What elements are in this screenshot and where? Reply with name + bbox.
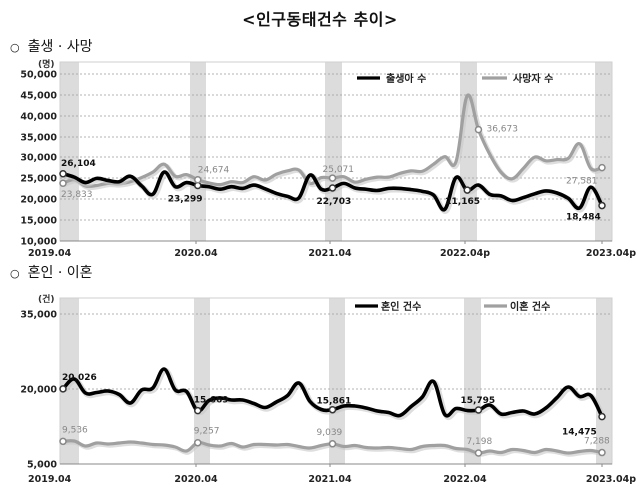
data-label: 20,026 xyxy=(62,373,97,383)
data-point-marker xyxy=(59,170,67,178)
y-tick-label: 20,000 xyxy=(20,385,57,396)
x-tick-label: 2022.04 xyxy=(443,474,487,485)
legend-label: 출생아 수 xyxy=(386,72,426,85)
data-point-marker xyxy=(598,163,606,172)
data-label: 9,257 xyxy=(194,427,220,437)
page-title: <인구동태건수 추이> xyxy=(242,10,398,29)
y-tick-label: 35,000 xyxy=(20,310,57,321)
y-tick-label: 35,000 xyxy=(20,133,57,144)
data-point-marker xyxy=(194,438,202,447)
data-point-marker xyxy=(59,385,67,393)
data-label: 24,674 xyxy=(198,166,230,176)
data-point-marker xyxy=(194,406,202,415)
section-label: 혼인 · 이혼 xyxy=(27,265,93,281)
highlight-band xyxy=(190,62,206,241)
highlight-band xyxy=(596,298,612,464)
data-point-marker xyxy=(474,125,483,134)
data-label: 15,669 xyxy=(194,396,229,406)
data-point-marker xyxy=(598,448,606,457)
data-point-marker xyxy=(328,440,337,448)
data-label: 23,833 xyxy=(61,190,93,200)
highlight-band xyxy=(329,298,345,464)
data-label: 27,581 xyxy=(566,177,598,187)
y-tick-label: 25,000 xyxy=(20,174,57,185)
data-point-marker xyxy=(474,406,483,414)
y-tick-label: 15,000 xyxy=(20,216,57,227)
circle-bullet-icon: ○ xyxy=(10,267,20,280)
data-point-marker xyxy=(598,201,606,210)
marriage-divorce-chart: 35,000 20,000 5,000 (건) 2019.04 2020.04 2021.0… xyxy=(20,293,636,485)
section-heading-birth-death: ○ 출생 · 사망 xyxy=(10,36,92,56)
data-point-marker xyxy=(328,174,337,182)
data-label: 9,536 xyxy=(62,425,88,435)
data-label: 18,484 xyxy=(566,213,601,223)
data-label: 25,071 xyxy=(323,165,355,175)
data-label: 22,703 xyxy=(317,197,352,207)
x-tick-label: 2023.04p xyxy=(586,474,636,485)
highlight-band xyxy=(464,298,481,464)
x-tick-label: 2023.04p xyxy=(586,248,636,259)
data-label: 36,673 xyxy=(486,125,517,135)
data-label: 7,198 xyxy=(466,437,492,447)
data-label: 15,795 xyxy=(460,396,495,406)
highlight-band xyxy=(194,298,210,464)
data-point-marker xyxy=(328,405,337,414)
circle-bullet-icon: ○ xyxy=(10,41,20,54)
x-tick-label: 2021.04 xyxy=(308,474,352,485)
data-label: 14,475 xyxy=(562,428,597,438)
highlight-band xyxy=(325,62,342,241)
y-tick-label: 30,000 xyxy=(20,153,57,164)
y-tick-label: 10,000 xyxy=(20,237,57,248)
data-point-marker xyxy=(328,184,337,192)
data-point-marker xyxy=(59,437,67,446)
data-point-marker xyxy=(59,179,67,187)
data-point-marker xyxy=(194,175,202,184)
data-point-marker xyxy=(474,449,483,457)
x-tick-label: 2022.04p xyxy=(440,248,490,259)
birth-death-chart: 50,000 45,000 40,000 35,000 30,000 25,000 20,0… xyxy=(20,58,636,259)
y-tick-label: 50,000 xyxy=(20,70,57,81)
data-point-marker xyxy=(598,412,606,421)
section-label: 출생 · 사망 xyxy=(27,39,93,55)
data-label: 9,039 xyxy=(317,428,343,438)
section-heading-marriage-divorce: ○ 혼인 · 이혼 xyxy=(10,262,92,282)
y-axis-unit: (명) xyxy=(38,58,55,70)
data-label: 7,288 xyxy=(584,437,610,447)
x-tick-label: 2021.04 xyxy=(308,248,352,259)
highlight-band xyxy=(460,62,477,241)
legend-label: 사망자 수 xyxy=(513,72,553,85)
x-tick-label: 2019.04 xyxy=(28,474,72,485)
y-axis-unit: (건) xyxy=(38,293,55,305)
data-label: 21,165 xyxy=(445,197,480,207)
y-tick-label: 40,000 xyxy=(20,112,57,123)
y-tick-label: 45,000 xyxy=(20,91,57,102)
highlight-band xyxy=(60,62,79,241)
x-tick-label: 2020.04 xyxy=(174,248,218,259)
x-tick-label: 2020.04 xyxy=(174,474,218,485)
y-tick-label: 5,000 xyxy=(27,460,57,471)
legend-label: 이혼 건수 xyxy=(510,300,550,313)
data-point-marker xyxy=(463,186,471,194)
data-label: 26,104 xyxy=(61,159,96,169)
data-label: 23,299 xyxy=(168,194,203,204)
data-label: 15,861 xyxy=(317,397,352,407)
x-tick-label: 2019.04 xyxy=(28,248,72,259)
y-tick-label: 20,000 xyxy=(20,195,57,206)
legend-label: 혼인 건수 xyxy=(381,300,421,313)
